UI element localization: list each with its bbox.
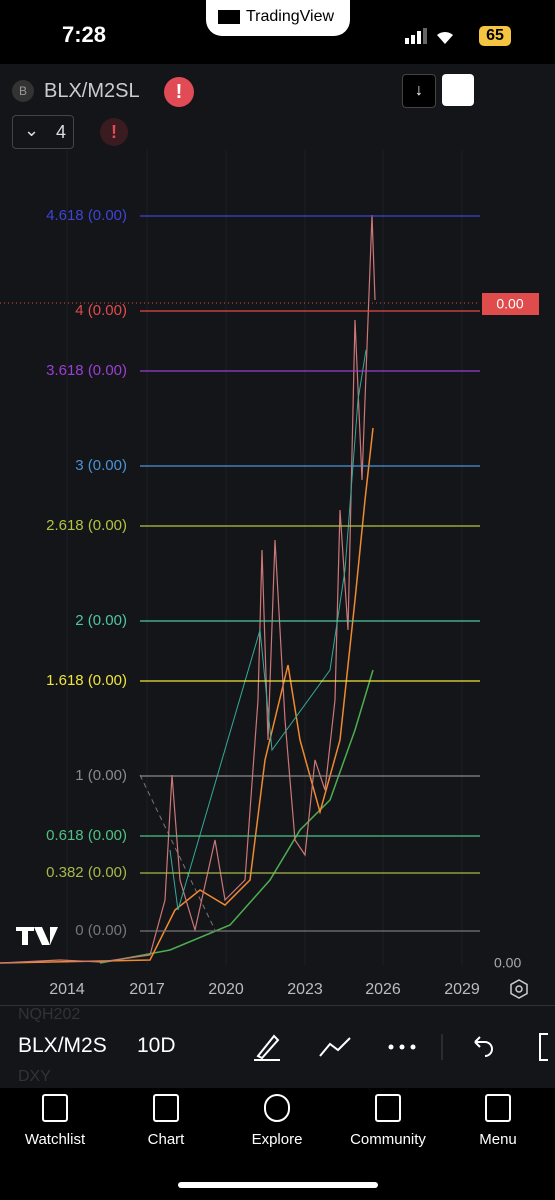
indicator-tool[interactable]: [319, 1037, 351, 1057]
x-tick-label: 2023: [287, 981, 323, 998]
nav-icon[interactable]: [485, 1094, 511, 1122]
indicator-count: 4: [56, 122, 67, 142]
symbol[interactable]: BLX/M2SL: [44, 80, 140, 102]
chevron: ⌄: [24, 120, 40, 140]
fib-label: 1 (0.00): [75, 767, 127, 784]
ghost-symbol: NQH202: [18, 1006, 81, 1023]
fib-label: 1.618 (0.00): [46, 672, 127, 689]
nav-icon[interactable]: [42, 1094, 68, 1122]
settings-icon[interactable]: [508, 978, 530, 1000]
axis-value: 0.00: [494, 955, 521, 971]
battery: 65: [479, 26, 511, 46]
draw-tool[interactable]: [254, 1034, 280, 1061]
x-tick-label: 2020: [208, 981, 244, 998]
tv-watermark: [16, 927, 58, 945]
redo[interactable]: [539, 1033, 548, 1061]
nav-icon[interactable]: [153, 1094, 179, 1122]
nav-icon[interactable]: [264, 1094, 290, 1122]
fib-label: 0 (0.00): [75, 922, 127, 939]
warning-icon[interactable]: !: [100, 118, 128, 146]
price-tag: 0.00: [496, 296, 523, 312]
symbol-badge: B: [12, 80, 34, 102]
fullscreen-button[interactable]: [442, 74, 474, 106]
signal-wifi: [405, 28, 453, 44]
nav-label: Menu: [479, 1131, 517, 1148]
fib-label: 2.618 (0.00): [46, 517, 127, 534]
fib-label: 4 (0.00): [75, 302, 127, 319]
tv-logo: [218, 10, 240, 24]
nav-label: Community: [350, 1131, 426, 1148]
nav-label: Chart: [147, 1131, 185, 1148]
price-tag-bg: [482, 293, 539, 315]
app-pill-text: TradingView: [246, 8, 335, 25]
trend-line: [139, 774, 216, 931]
time: 7:28: [62, 22, 107, 47]
fib-label: 3 (0.00): [75, 457, 127, 474]
price-series: [0, 214, 376, 964]
more-tool[interactable]: [388, 1044, 416, 1050]
toolbar-interval[interactable]: 10D: [137, 1034, 176, 1057]
fib-label: 2 (0.00): [75, 612, 127, 629]
x-tick-label: 2014: [49, 981, 85, 998]
indicator-toggle[interactable]: [12, 115, 74, 149]
fib-label: 0.382 (0.00): [46, 864, 127, 881]
fib-label: 0.618 (0.00): [46, 827, 127, 844]
x-tick-label: 2026: [365, 981, 401, 998]
chart-area: 0.00 0.00 4.618 (0.00) 4 (0.00) 3.618 (0.0…: [0, 150, 539, 998]
home-indicator: [178, 1182, 378, 1188]
toolbar-symbol[interactable]: BLX/M2S: [18, 1034, 107, 1057]
ma-long: [99, 669, 374, 964]
fib-label: 4.618 (0.00): [46, 207, 127, 224]
divider: [0, 1005, 555, 1006]
warning-icon[interactable]: !: [164, 77, 194, 107]
nav-label: Watchlist: [24, 1131, 86, 1148]
x-tick-label: 2029: [444, 981, 480, 998]
nav-icon[interactable]: [375, 1094, 401, 1122]
x-tick-label: 2017: [129, 981, 165, 998]
nav-label: Explore: [251, 1131, 303, 1148]
download-button[interactable]: ↓: [402, 74, 436, 108]
price-series: [169, 349, 367, 911]
ghost-symbol: DXY: [18, 1068, 51, 1085]
undo[interactable]: [474, 1036, 493, 1057]
toolbar-icons: [254, 1033, 548, 1061]
fib-label: 3.618 (0.00): [46, 362, 127, 379]
